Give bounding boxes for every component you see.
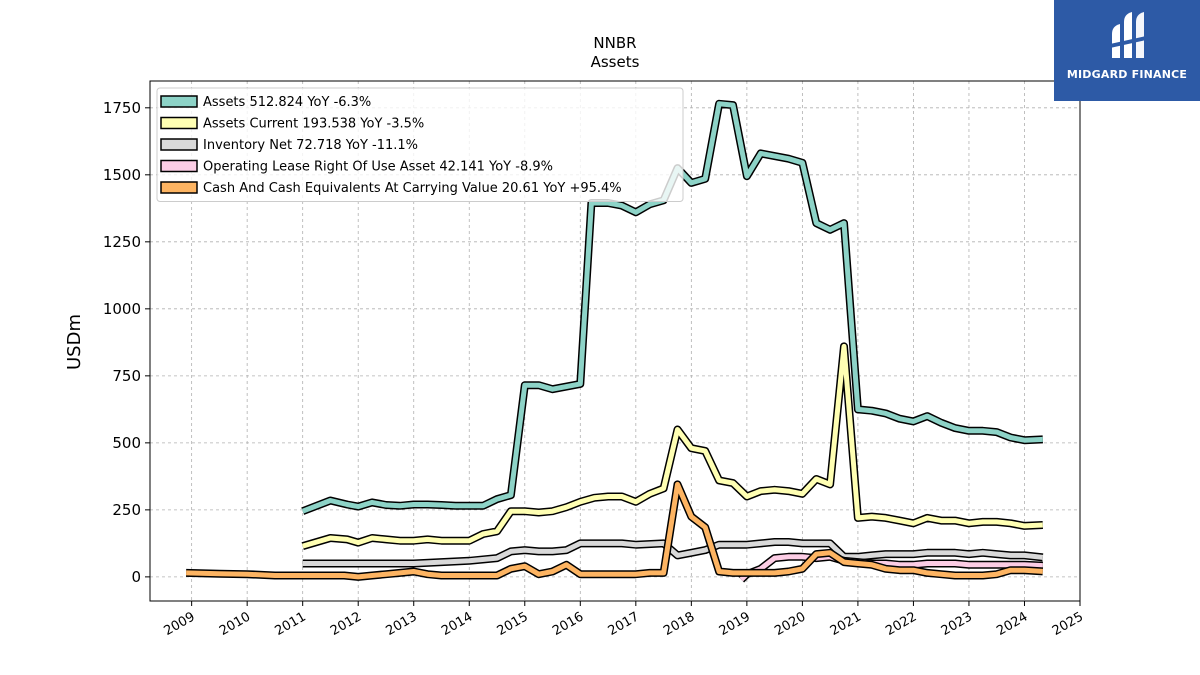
legend-label: Operating Lease Right Of Use Asset 42.14… bbox=[203, 160, 553, 175]
x-tick-label: 2019 bbox=[717, 609, 753, 639]
series-inventory-net-line bbox=[302, 539, 1044, 566]
chart-subtitle: Assets bbox=[591, 53, 640, 71]
x-tick-label: 2024 bbox=[994, 609, 1030, 639]
y-tick-label: 1500 bbox=[103, 166, 141, 184]
legend-label: Cash And Cash Equivalents At Carrying Va… bbox=[203, 181, 622, 196]
series-operating-lease-right-of-use-asset-line bbox=[739, 554, 1043, 582]
y-tick-label: 1250 bbox=[103, 233, 141, 251]
series-cash-and-cash-equivalents-at-carrying-value-line bbox=[186, 481, 1043, 580]
brand-logo: MIDGARD FINANCE bbox=[1054, 0, 1200, 101]
legend-swatch bbox=[160, 116, 198, 130]
x-tick-label: 2010 bbox=[217, 609, 253, 639]
legend-label: Inventory Net 72.718 YoY -11.1% bbox=[203, 138, 418, 153]
x-tick-label: 2012 bbox=[328, 609, 364, 639]
legend-box bbox=[156, 87, 684, 202]
legend: Assets 512.824 YoY -6.3% Assets Current 1… bbox=[156, 87, 684, 202]
plot-frame bbox=[149, 80, 1081, 602]
legend-swatch bbox=[160, 95, 198, 108]
x-tick-label: 2021 bbox=[828, 609, 864, 639]
legend-label: Assets Current 193.538 YoY -3.5% bbox=[203, 117, 424, 132]
x-tick-label: 2020 bbox=[772, 609, 808, 639]
chart-title: NNBR bbox=[593, 34, 636, 52]
y-tick-label: 750 bbox=[112, 367, 141, 385]
legend-swatch bbox=[160, 181, 198, 194]
brand-name: MIDGARD FINANCE bbox=[1066, 68, 1188, 81]
legend-label: Assets 512.824 YoY -6.3% bbox=[203, 95, 371, 110]
y-axis-label: USDm bbox=[64, 314, 85, 370]
x-tick-label: 2014 bbox=[439, 609, 475, 639]
y-tick-label: 1000 bbox=[103, 300, 141, 318]
x-tick-label: 2018 bbox=[661, 609, 697, 639]
y-tick-label: 500 bbox=[112, 434, 141, 452]
y-tick-label: 0 bbox=[131, 568, 141, 586]
x-tick-label: 2009 bbox=[161, 609, 197, 639]
x-tick-label: 2022 bbox=[883, 609, 919, 639]
y-tick-label: 1750 bbox=[103, 99, 141, 117]
x-tick-label: 2016 bbox=[550, 609, 586, 639]
x-tick-label: 2023 bbox=[939, 609, 975, 639]
x-tick-label: 2025 bbox=[1050, 609, 1086, 639]
y-tick-label: 250 bbox=[112, 501, 141, 519]
legend-swatch bbox=[160, 159, 198, 173]
logo-mark-icon bbox=[1110, 12, 1146, 58]
x-tick-label: 2013 bbox=[384, 609, 420, 639]
legend-swatch bbox=[160, 138, 198, 151]
x-tick-label: 2017 bbox=[606, 609, 642, 639]
series-assets-current-line bbox=[301, 343, 1043, 549]
x-tick-label: 2011 bbox=[273, 609, 309, 639]
x-tick-label: 2015 bbox=[495, 609, 531, 639]
